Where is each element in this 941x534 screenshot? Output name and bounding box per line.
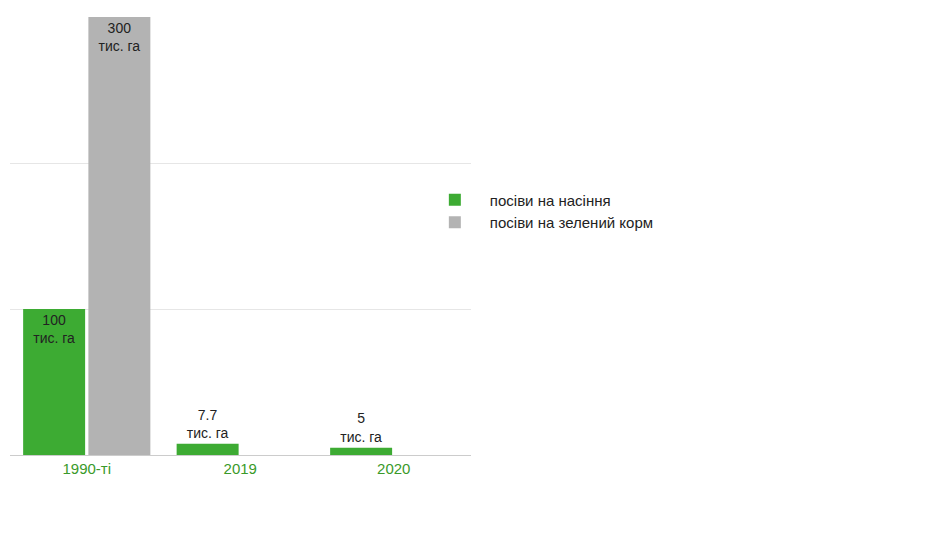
svg-text:2019: 2019: [224, 460, 257, 477]
svg-text:300тис. га: 300тис. га: [98, 20, 140, 54]
svg-text:100тис. га: 100тис. га: [33, 312, 75, 346]
svg-text:7.7тис. га: 7.7тис. га: [187, 407, 229, 441]
svg-text:5тис. га: 5тис. га: [340, 410, 382, 444]
svg-text:посіви на насіння: посіви на насіння: [490, 192, 611, 209]
svg-text:посіви на зелений корм: посіви на зелений корм: [490, 214, 653, 231]
svg-text:1990-ті: 1990-ті: [62, 460, 111, 477]
svg-text:2020: 2020: [377, 460, 410, 477]
